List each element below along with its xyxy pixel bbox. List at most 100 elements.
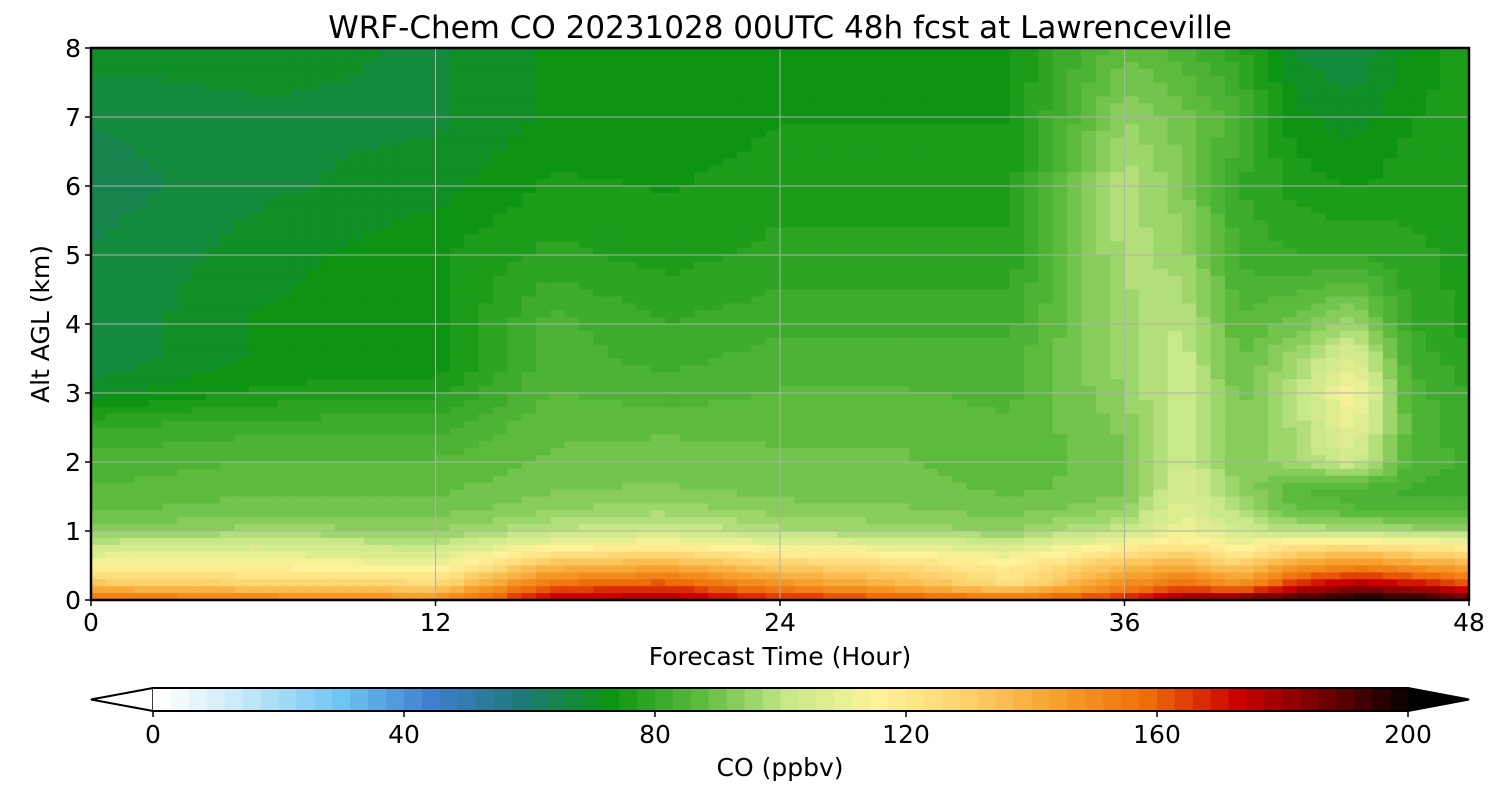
heatmap-cell — [1009, 199, 1025, 208]
heatmap-cell — [995, 48, 1011, 56]
heatmap-cell — [1024, 137, 1039, 146]
heatmap-cell — [234, 296, 250, 304]
heatmap-cell — [1167, 399, 1183, 408]
heatmap-cell — [421, 289, 437, 297]
heatmap-cell — [234, 144, 250, 153]
heatmap-cell — [464, 234, 480, 242]
heatmap-cell — [1296, 255, 1312, 263]
heatmap-cell — [492, 110, 508, 118]
heatmap-cell — [478, 372, 494, 380]
heatmap-cell — [665, 241, 681, 249]
heatmap-cell — [1425, 117, 1441, 125]
heatmap-cell — [794, 344, 810, 353]
heatmap-cell — [105, 199, 121, 208]
heatmap-cell — [291, 386, 307, 394]
heatmap-cell — [1081, 82, 1097, 90]
heatmap-cell — [1454, 393, 1469, 401]
heatmap-cell — [234, 172, 250, 180]
heatmap-cell — [1052, 172, 1068, 180]
heatmap-cell — [449, 393, 465, 401]
heatmap-cell — [564, 103, 580, 111]
heatmap-cell — [105, 179, 121, 187]
heatmap-cell — [794, 358, 810, 366]
heatmap-cell — [550, 123, 566, 132]
heatmap-cell — [148, 54, 164, 63]
heatmap-cell — [349, 117, 365, 125]
heatmap-cell — [952, 199, 968, 208]
heatmap-cell — [1067, 103, 1083, 111]
heatmap-cell — [1124, 399, 1140, 408]
heatmap-cell — [91, 303, 106, 311]
heatmap-cell — [205, 261, 221, 270]
heatmap-cell — [579, 68, 594, 77]
heatmap-cell — [1282, 192, 1298, 201]
heatmap-cell — [1425, 68, 1441, 77]
heatmap-cell — [1196, 213, 1212, 222]
heatmap-cell — [363, 268, 379, 277]
heatmap-cell — [105, 227, 121, 235]
heatmap-cell — [650, 123, 666, 132]
heatmap-cell — [363, 324, 379, 332]
heatmap-cell — [909, 199, 925, 208]
heatmap-cell — [1110, 310, 1126, 318]
heatmap-cell — [105, 337, 121, 346]
heatmap-cell — [1024, 255, 1039, 263]
heatmap-cell — [263, 317, 279, 325]
heatmap-cell — [966, 261, 982, 270]
heatmap-cell — [1181, 103, 1197, 111]
heatmap-cell — [866, 379, 882, 387]
heatmap-cell — [1239, 137, 1255, 146]
heatmap-cell — [1239, 275, 1255, 284]
heatmap-cell — [579, 220, 594, 228]
heatmap-cell — [894, 399, 910, 408]
heatmap-cell — [607, 54, 623, 63]
heatmap-cell — [1253, 137, 1269, 146]
heatmap-cell — [1268, 241, 1283, 249]
heatmap-cell — [1239, 172, 1255, 180]
heatmap-cell — [335, 75, 350, 84]
heatmap-cell — [1411, 344, 1427, 353]
heatmap-cell — [980, 192, 996, 201]
heatmap-cell — [909, 344, 925, 353]
heatmap-cell — [435, 103, 451, 111]
heatmap-cell — [1138, 275, 1154, 284]
heatmap-cell — [1268, 337, 1283, 346]
heatmap-cell — [1296, 117, 1312, 125]
heatmap-cell — [478, 261, 494, 270]
heatmap-cell — [1196, 96, 1212, 104]
heatmap-cell — [1052, 130, 1068, 139]
heatmap-cell — [421, 372, 437, 380]
heatmap-cell — [492, 296, 508, 304]
heatmap-cell — [277, 365, 293, 373]
heatmap-cell — [1038, 372, 1054, 380]
heatmap-cell — [579, 117, 594, 125]
heatmap-cell — [1454, 137, 1469, 146]
heatmap-cell — [1167, 123, 1183, 132]
heatmap-cell — [593, 255, 609, 263]
heatmap-cell — [1153, 186, 1169, 194]
heatmap-cell — [464, 386, 480, 394]
heatmap-cell — [780, 399, 795, 408]
heatmap-cell — [909, 213, 925, 222]
heatmap-cell — [1067, 303, 1083, 311]
heatmap-cell — [248, 192, 264, 201]
heatmap-cell — [1253, 158, 1269, 166]
heatmap-cell — [1382, 289, 1398, 297]
heatmap-cell — [550, 248, 566, 256]
heatmap-cell — [780, 248, 795, 256]
heatmap-cell — [177, 275, 193, 284]
heatmap-cell — [1268, 199, 1283, 208]
heatmap-cell — [1354, 227, 1370, 235]
heatmap-cell — [320, 303, 336, 311]
heatmap-cell — [492, 220, 508, 228]
heatmap-cell — [909, 282, 925, 291]
heatmap-cell — [937, 296, 953, 304]
heatmap-cell — [679, 68, 695, 77]
heatmap-cell — [1210, 303, 1226, 311]
heatmap-cell — [119, 386, 135, 394]
heatmap-cell — [966, 130, 982, 139]
heatmap-cell — [1110, 68, 1126, 77]
heatmap-cell — [507, 186, 523, 194]
heatmap-cell — [607, 337, 623, 346]
heatmap-cell — [464, 310, 480, 318]
